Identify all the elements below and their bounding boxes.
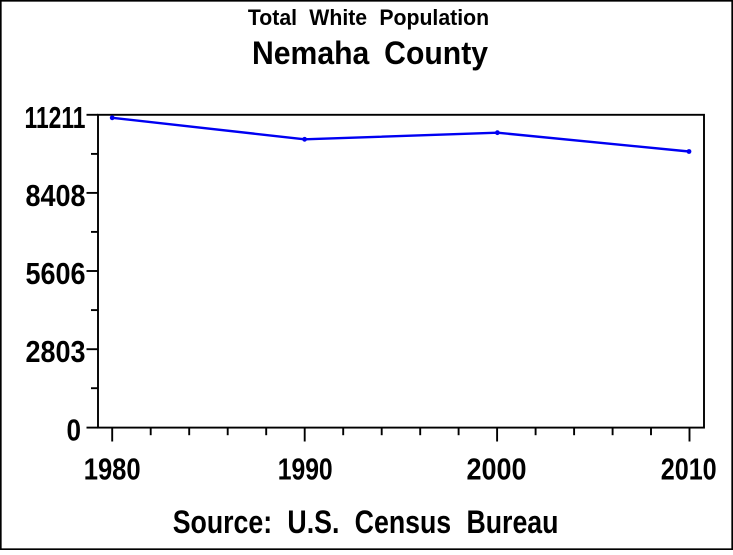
svg-text:5606: 5606 bbox=[26, 258, 86, 291]
svg-text:Total White Population: Total White Population bbox=[248, 5, 489, 30]
svg-text:Nemaha County: Nemaha County bbox=[252, 35, 488, 71]
svg-text:2010: 2010 bbox=[661, 452, 717, 487]
svg-text:11211: 11211 bbox=[25, 102, 86, 135]
svg-text:1980: 1980 bbox=[84, 452, 141, 487]
svg-text:2000: 2000 bbox=[467, 452, 527, 487]
svg-text:8408: 8408 bbox=[26, 180, 86, 213]
svg-text:0: 0 bbox=[67, 414, 82, 447]
svg-text:2803: 2803 bbox=[26, 336, 86, 369]
svg-text:Source: U.S. Census Bureau: Source: U.S. Census Bureau bbox=[173, 504, 559, 540]
svg-text:1990: 1990 bbox=[278, 452, 333, 487]
